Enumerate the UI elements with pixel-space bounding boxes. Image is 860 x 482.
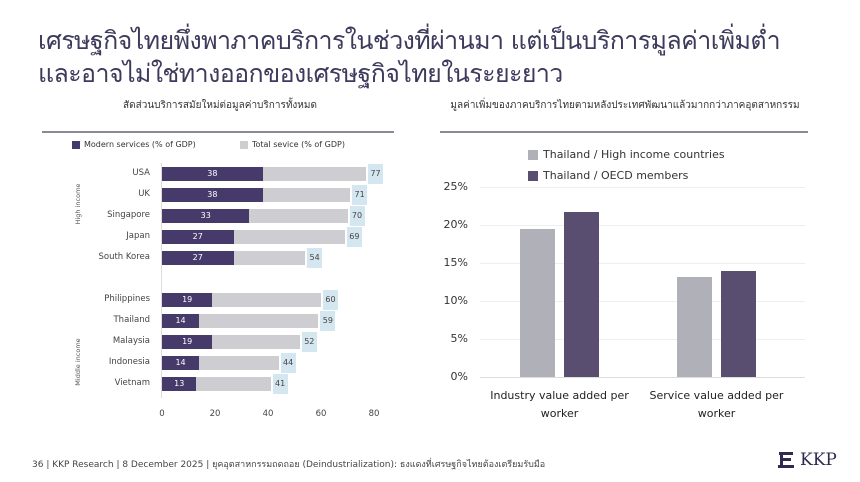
bar-total	[162, 314, 319, 328]
category-label: Vietnam	[114, 378, 150, 388]
value-label-modern: 27	[192, 232, 203, 241]
x-tick-label: 0	[159, 409, 165, 419]
category-label: Philippines	[104, 294, 150, 304]
category-label: Japan	[126, 231, 150, 241]
value-label-modern: 27	[192, 253, 203, 262]
left-chart-title: สัดส่วนบริการสมัยใหม่ต่อมูลค่าบริการทั้ง…	[123, 100, 317, 111]
legend-label: Modern services (% of GDP)	[84, 140, 196, 149]
legend-label: Thailand / OECD members	[543, 169, 689, 182]
page-title: เศรษฐกิจไทยพึ่งพาภาคบริการในช่วงที่ผ่านม…	[38, 24, 781, 90]
left-chart-rule	[42, 131, 394, 133]
logo-text: KKP	[800, 450, 837, 470]
legend-oecd: Thailand / OECD members	[528, 169, 688, 182]
category-label: Malaysia	[112, 336, 150, 346]
value-label-total: 44	[280, 353, 296, 373]
y-tick-label: 20%	[443, 218, 468, 231]
value-label-total: 60	[323, 290, 338, 310]
legend-label: Thailand / High income countries	[543, 148, 725, 161]
gridline	[480, 339, 805, 340]
value-label-total: 59	[320, 311, 336, 331]
value-label-modern: 14	[175, 358, 186, 367]
value-label-modern: 14	[175, 316, 186, 325]
legend-swatch	[528, 170, 538, 181]
category-label: Industry value added per worker	[490, 389, 629, 420]
gridline	[480, 225, 805, 226]
value-label-total: 77	[368, 164, 384, 184]
value-label-modern: 38	[207, 190, 218, 199]
x-tick-label: 40	[262, 409, 274, 419]
value-label-total: 54	[307, 248, 323, 268]
value-label-total: 69	[346, 227, 362, 247]
x-tick-label: 80	[368, 409, 380, 419]
category-label: Service value added per worker	[649, 389, 784, 420]
legend-high-income: Thailand / High income countries	[528, 148, 725, 161]
bar-oecd	[721, 271, 756, 377]
bar-modern	[162, 167, 263, 181]
category-label: Indonesia	[108, 357, 150, 367]
category-label: USA	[132, 168, 150, 178]
x-tick-label: 60	[315, 409, 327, 419]
bar-modern	[162, 209, 250, 223]
kkp-logo-icon	[778, 452, 794, 468]
value-label-total: 52	[301, 332, 317, 352]
bar-high-income	[520, 228, 555, 377]
bar-modern	[162, 377, 197, 391]
legend-total: Total sevice (% of GDP)	[240, 140, 345, 149]
title-line-2: และอาจไม่ใช่ทางออกของเศรษฐกิจไทยในระยะยา…	[38, 59, 563, 88]
footer: 36 | KKP Research | 8 December 2025 | ยุ…	[32, 460, 546, 470]
bar-modern	[162, 251, 234, 265]
value-label-modern: 38	[207, 169, 218, 178]
legend-modern: Modern services (% of GDP)	[72, 140, 196, 149]
y-axis-line	[161, 163, 162, 398]
category-label: Singapore	[107, 210, 150, 220]
kkp-logo: KKP	[776, 450, 837, 470]
x-tick-label: 20	[209, 409, 221, 419]
legend-swatch	[72, 140, 80, 149]
y-tick-label: 15%	[443, 256, 468, 269]
bar-high-income	[677, 277, 712, 377]
value-label-total: 41	[272, 374, 288, 394]
y-tick-label: 25%	[443, 180, 468, 193]
bar-modern	[162, 230, 234, 244]
value-label-modern: 33	[200, 211, 211, 220]
legend-swatch	[528, 149, 538, 160]
gridline	[480, 301, 805, 302]
bar-modern	[162, 188, 263, 202]
bar-modern	[162, 335, 213, 349]
bar-oecd	[564, 212, 599, 377]
category-label: South Korea	[98, 252, 150, 262]
value-label-modern: 13	[174, 379, 185, 388]
gridline	[480, 263, 805, 264]
bar-modern	[162, 293, 213, 307]
category-label: Thailand	[113, 315, 150, 325]
value-label-modern: 19	[182, 295, 193, 304]
title-line-1: เศรษฐกิจไทยพึ่งพาภาคบริการในช่วงที่ผ่านม…	[38, 26, 781, 55]
y-tick-label: 10%	[443, 294, 468, 307]
value-label-total: 70	[349, 206, 365, 226]
gridline	[480, 377, 805, 378]
value-label-total: 71	[352, 185, 368, 205]
bar-modern	[162, 356, 200, 370]
right-chart-rule	[440, 131, 808, 133]
legend-swatch	[240, 140, 248, 149]
right-chart-title: มูลค่าเพิ่มของภาคบริการไทยตามหลังประเทศพ…	[450, 100, 800, 111]
bar-modern	[162, 314, 200, 328]
y-tick-label: 5%	[450, 332, 468, 345]
legend-label: Total sevice (% of GDP)	[252, 140, 345, 149]
gridline	[480, 187, 805, 188]
value-label-modern: 19	[182, 337, 193, 346]
category-label: UK	[138, 189, 150, 199]
y-tick-label: 0%	[450, 370, 468, 383]
